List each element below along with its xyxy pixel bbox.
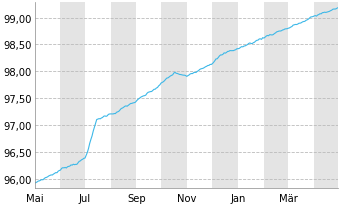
Bar [161, 4, 187, 188]
Bar [212, 4, 238, 188]
Bar [111, 4, 136, 188]
Bar [314, 4, 338, 188]
Bar [60, 4, 85, 188]
Bar [264, 4, 288, 188]
